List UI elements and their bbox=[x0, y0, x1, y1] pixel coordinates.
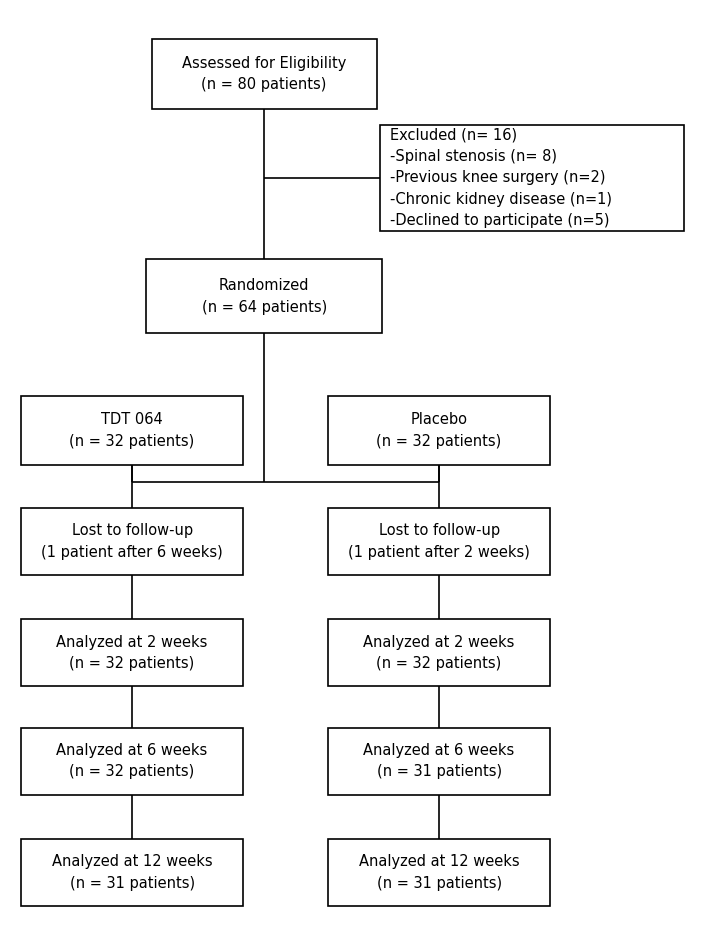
Text: Analyzed at 2 weeks
(n = 32 patients): Analyzed at 2 weeks (n = 32 patients) bbox=[56, 634, 208, 671]
Text: Analyzed at 12 weeks
(n = 31 patients): Analyzed at 12 weeks (n = 31 patients) bbox=[52, 854, 212, 891]
FancyBboxPatch shape bbox=[21, 619, 243, 686]
FancyBboxPatch shape bbox=[328, 728, 550, 795]
FancyBboxPatch shape bbox=[21, 728, 243, 795]
FancyBboxPatch shape bbox=[328, 508, 550, 575]
Text: Excluded (n= 16)
-Spinal stenosis (n= 8)
-Previous knee surgery (n=2)
-Chronic k: Excluded (n= 16) -Spinal stenosis (n= 8)… bbox=[390, 127, 612, 229]
Text: Analyzed at 6 weeks
(n = 32 patients): Analyzed at 6 weeks (n = 32 patients) bbox=[56, 743, 208, 780]
FancyBboxPatch shape bbox=[21, 508, 243, 575]
Text: Placebo
(n = 32 patients): Placebo (n = 32 patients) bbox=[376, 412, 502, 449]
FancyBboxPatch shape bbox=[328, 619, 550, 686]
FancyBboxPatch shape bbox=[151, 39, 377, 108]
Text: Analyzed at 12 weeks
(n = 31 patients): Analyzed at 12 weeks (n = 31 patients) bbox=[359, 854, 519, 891]
FancyBboxPatch shape bbox=[21, 839, 243, 906]
FancyBboxPatch shape bbox=[328, 396, 550, 465]
FancyBboxPatch shape bbox=[328, 839, 550, 906]
FancyBboxPatch shape bbox=[21, 396, 243, 465]
Text: Lost to follow-up
(1 patient after 2 weeks): Lost to follow-up (1 patient after 2 wee… bbox=[348, 523, 530, 560]
Text: Assessed for Eligibility
(n = 80 patients): Assessed for Eligibility (n = 80 patient… bbox=[182, 56, 346, 93]
FancyBboxPatch shape bbox=[146, 259, 382, 333]
Text: Lost to follow-up
(1 patient after 6 weeks): Lost to follow-up (1 patient after 6 wee… bbox=[41, 523, 223, 560]
Text: Analyzed at 2 weeks
(n = 32 patients): Analyzed at 2 weeks (n = 32 patients) bbox=[363, 634, 515, 671]
Text: Randomized
(n = 64 patients): Randomized (n = 64 patients) bbox=[201, 278, 327, 315]
Text: TDT 064
(n = 32 patients): TDT 064 (n = 32 patients) bbox=[69, 412, 195, 449]
Text: Analyzed at 6 weeks
(n = 31 patients): Analyzed at 6 weeks (n = 31 patients) bbox=[363, 743, 515, 780]
FancyBboxPatch shape bbox=[380, 124, 684, 231]
